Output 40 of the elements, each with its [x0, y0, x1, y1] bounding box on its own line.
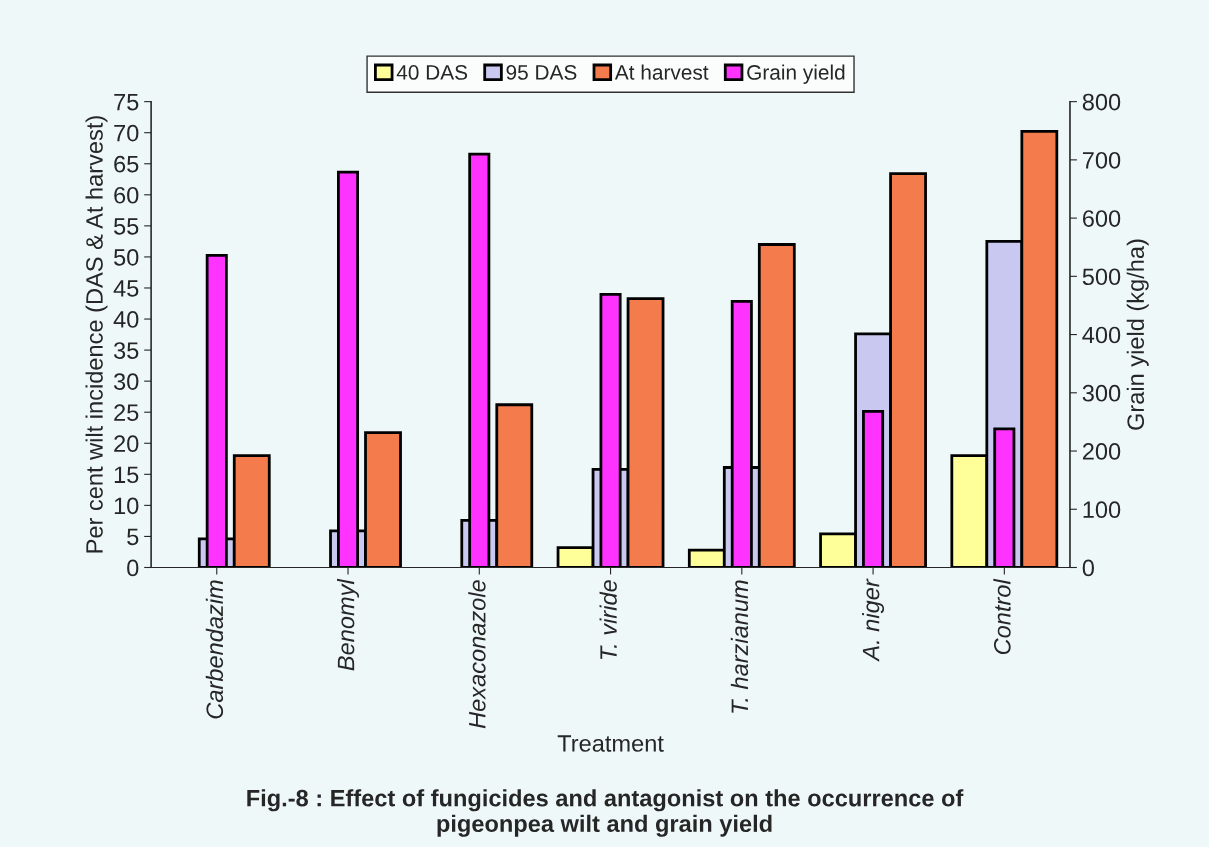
y-tick-label: 10	[114, 497, 139, 515]
x-tick-label: T. viride	[599, 580, 617, 659]
y-tick-label: 35	[113, 342, 139, 359]
y2-tick-label: 200	[1082, 443, 1121, 460]
y2-axis-title: Grain yield (kg/ha)	[1126, 239, 1149, 430]
y-tick-label: 0	[127, 559, 139, 577]
y-tick-label: 50	[114, 248, 139, 266]
legend-label: 40 DAS	[396, 65, 468, 80]
y-tick-label: 60	[114, 186, 139, 204]
y-tick-label: 75	[114, 93, 139, 111]
y2-tick-label: 300	[1082, 384, 1121, 402]
y-tick-label: 5	[127, 528, 139, 546]
y2-tick-label: 700	[1082, 151, 1121, 169]
y2-tick-label: 500	[1082, 268, 1121, 286]
y2-tick-label: 0	[1082, 559, 1094, 577]
y2-tick-label: 400	[1082, 326, 1121, 344]
x-tick-label: Control	[993, 578, 1011, 655]
x-axis-title: Treatment	[557, 735, 664, 752]
legend-label: At harvest	[614, 64, 709, 80]
y-tick-label: 55	[114, 218, 139, 235]
y-tick-label: 15	[114, 466, 139, 484]
y-tick-label: 40	[113, 311, 139, 328]
y2-tick-label: 100	[1083, 501, 1121, 519]
y-tick-label: 65	[114, 155, 139, 173]
text: Fig.-8 : Effect of fungicides and antagonist on the occurrence of pigeonpea wilt and grain yield	[247, 789, 964, 837]
legend-label: 95 DAS	[506, 65, 577, 80]
y-axis-title: Per cent wilt incidence (DAS & At harvest)	[85, 116, 108, 553]
y-tick-label: 70	[114, 124, 139, 142]
x-tick-label: A. niger	[862, 578, 885, 662]
y-tick-label: 25	[114, 404, 139, 421]
y-tick-label: 45	[113, 280, 139, 297]
x-tick-label: Carbendazim	[205, 580, 224, 719]
x-tick-label: T. harzianum	[730, 580, 749, 713]
y-tick-label: 20	[114, 435, 139, 453]
y2-tick-label: 600	[1082, 210, 1121, 227]
y2-tick-label: 800	[1082, 93, 1121, 111]
y-tick-label: 30	[113, 373, 139, 390]
x-tick-label: Hexaconazole	[468, 580, 486, 729]
legend-label: Grain yield	[747, 64, 845, 84]
x-tick-label: Benomyl	[337, 578, 360, 671]
